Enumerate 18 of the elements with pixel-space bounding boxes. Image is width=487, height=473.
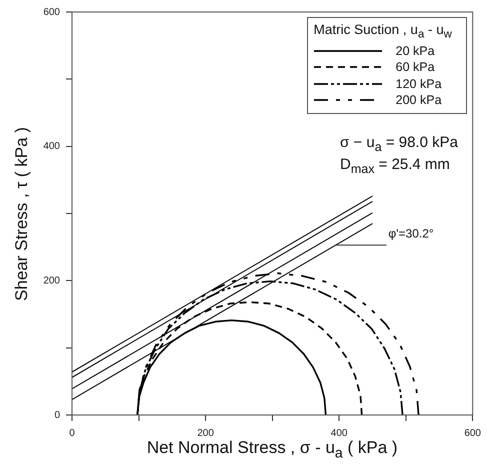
text: 200 kPa [394,93,443,108]
y-tick-label: 0 [54,410,60,421]
x-tick-label: 400 [330,428,348,439]
y-tick-label: 600 [43,6,60,18]
x-tick-label: 0 [69,428,76,439]
annotation: D$_{max}$ = 25.4 mm [340,156,450,176]
legend-title: Matric Suction , u$_{a}$ - u$_{w}$ [314,22,453,41]
y-tick-label: 200 [43,275,60,286]
text: 120 kPa [394,76,443,91]
y-axis-title: Shear Stress , τ ( kPa ) [12,126,32,300]
annotation: σ − u$_{a}$ = 98.0 kPa [340,134,458,154]
text: 20 kPa [394,44,436,58]
x-axis-title: Net Normal Stress , σ - u$_{a}$ ( kPa ) [146,438,398,462]
y-tick-label: 400 [43,141,60,152]
annotation: φ'=30.2° [388,226,434,240]
text: 60 kPa [394,60,436,74]
x-tick-label: 600 [464,428,482,439]
x-tick-label: 200 [197,428,214,439]
